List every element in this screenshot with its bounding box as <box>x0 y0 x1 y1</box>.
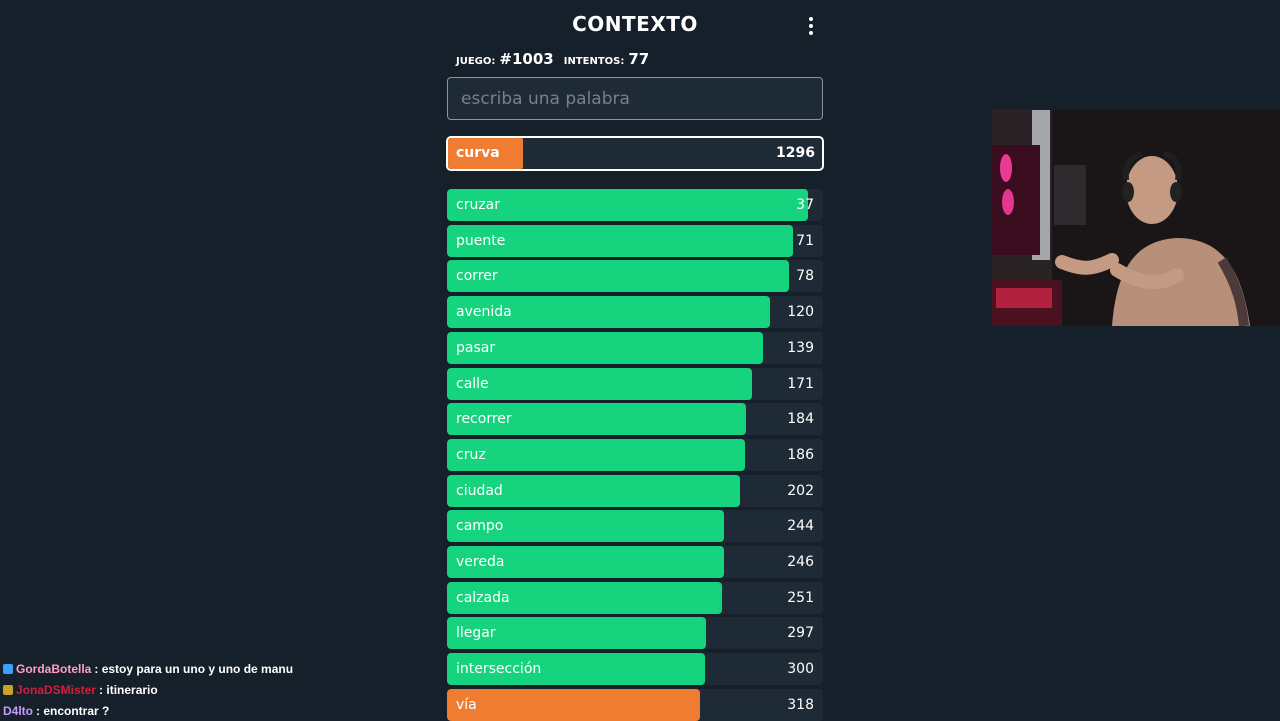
guess-row: llegar 297 <box>447 617 823 649</box>
guess-row: avenida 120 <box>447 296 823 328</box>
stream-chat: GordaBotella: estoy para un uno y uno de… <box>3 658 293 721</box>
current-guess-bar <box>448 138 523 169</box>
guess-word: calzada <box>456 590 510 606</box>
current-guess-word: curva <box>456 145 500 161</box>
guess-rank: 71 <box>796 233 814 249</box>
guess-similarity-bar <box>447 689 700 721</box>
chat-message: D4lto: encontrar ? <box>3 700 293 721</box>
guess-similarity-bar <box>447 510 724 542</box>
guess-word: puente <box>456 233 506 249</box>
guess-similarity-bar <box>447 368 752 400</box>
guess-row: cruzar 37 <box>447 189 823 221</box>
guess-row: correr 78 <box>447 260 823 292</box>
guess-word: correr <box>456 268 498 284</box>
guess-rank: 171 <box>787 376 814 392</box>
chat-username: GordaBotella <box>16 661 92 676</box>
contexto-app: CONTEXTO JUEGO: #1003 INTENTOS: 77 curva… <box>446 0 824 721</box>
guess-row: ciudad 202 <box>447 475 823 507</box>
guess-rank: 37 <box>796 197 814 213</box>
game-title: CONTEXTO <box>572 12 698 36</box>
word-input[interactable] <box>447 77 823 120</box>
current-guess-row: curva 1296 <box>446 136 824 171</box>
chat-message: JonaDSMister: itinerario <box>3 679 293 700</box>
guess-similarity-bar <box>447 617 706 649</box>
guess-word: pasar <box>456 340 496 356</box>
guess-similarity-bar <box>447 475 740 507</box>
guess-similarity-bar <box>447 653 705 685</box>
guess-rank: 139 <box>787 340 814 356</box>
guess-row: cruz 186 <box>447 439 823 471</box>
guess-similarity-bar <box>447 332 763 364</box>
guess-rank: 300 <box>787 661 814 677</box>
guess-rank: 244 <box>787 518 814 534</box>
guess-similarity-bar <box>447 260 789 292</box>
guess-word: avenida <box>456 304 512 320</box>
guess-similarity-bar <box>447 439 745 471</box>
guess-row: puente 71 <box>447 225 823 257</box>
guess-rank: 120 <box>787 304 814 320</box>
guess-row: calle 171 <box>447 368 823 400</box>
guess-row: intersección 300 <box>447 653 823 685</box>
guess-rank: 246 <box>787 554 814 570</box>
guess-similarity-bar <box>447 296 770 328</box>
guess-row: recorrer 184 <box>447 403 823 435</box>
guess-row: calzada 251 <box>447 582 823 614</box>
cube-icon <box>3 663 13 674</box>
chat-username: JonaDSMister <box>16 682 97 697</box>
guess-word: vía <box>456 697 477 713</box>
chat-message: GordaBotella: estoy para un uno y uno de… <box>3 658 293 679</box>
guess-word: calle <box>456 376 489 392</box>
guess-similarity-bar <box>447 403 746 435</box>
guess-row: pasar 139 <box>447 332 823 364</box>
attempts-label: INTENTOS: <box>563 56 625 67</box>
guess-row: vereda 246 <box>447 546 823 578</box>
more-options-icon[interactable] <box>805 17 817 35</box>
webcam-overlay <box>992 110 1280 326</box>
guess-similarity-bar <box>447 189 808 221</box>
guess-rank: 297 <box>787 625 814 641</box>
chat-text: : itinerario <box>99 682 158 697</box>
chat-text: : encontrar ? <box>36 703 110 718</box>
game-number: #1003 <box>499 50 554 68</box>
guess-row: vía 318 <box>447 689 823 721</box>
guess-rank: 186 <box>787 447 814 463</box>
guess-word: recorrer <box>456 411 512 427</box>
guess-similarity-bar <box>447 225 793 257</box>
guess-word: ciudad <box>456 483 503 499</box>
guess-word: campo <box>456 518 504 534</box>
guess-rank: 318 <box>787 697 814 713</box>
attempts-count: 77 <box>628 50 650 68</box>
guess-word: cruzar <box>456 197 501 213</box>
chat-text: : estoy para un uno y uno de manu <box>94 661 294 676</box>
guess-rank: 78 <box>796 268 814 284</box>
guess-word: cruz <box>456 447 486 463</box>
guess-rank: 184 <box>787 411 814 427</box>
emote-icon <box>3 684 13 695</box>
guess-word: vereda <box>456 554 505 570</box>
guess-word: intersección <box>456 661 542 677</box>
guess-rank: 251 <box>787 590 814 606</box>
game-label: JUEGO: <box>456 56 496 67</box>
guess-rank: 202 <box>787 483 814 499</box>
guess-row: campo 244 <box>447 510 823 542</box>
guess-similarity-bar <box>447 582 722 614</box>
chat-username: D4lto <box>3 703 33 718</box>
guess-similarity-bar <box>447 546 724 578</box>
current-guess-rank: 1296 <box>776 145 815 161</box>
game-info: JUEGO: #1003 INTENTOS: 77 <box>456 50 659 68</box>
guess-word: llegar <box>456 625 496 641</box>
webcam-image <box>992 110 1280 326</box>
